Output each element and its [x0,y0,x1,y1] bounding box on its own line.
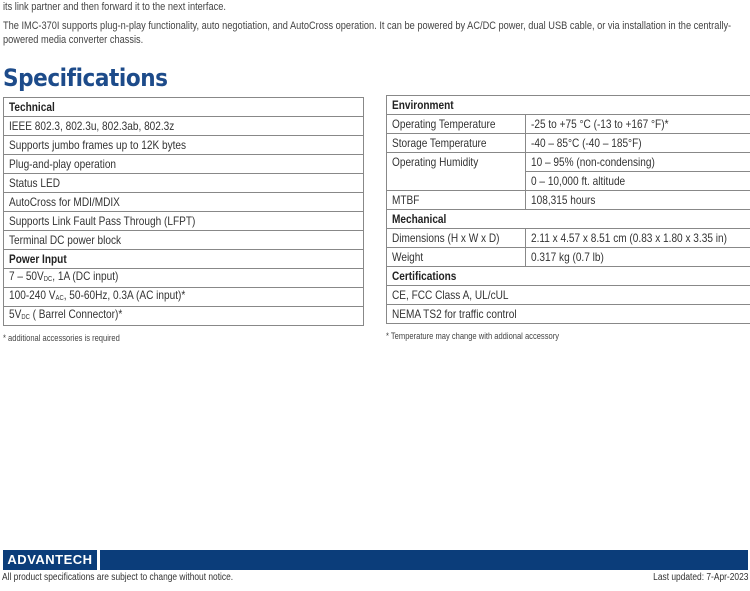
spec-item: AutoCross for MDI/MDIX [9,195,120,209]
spec-item: Terminal DC power block [9,233,122,247]
spec-table-right: Environment Operating Temperature -25 to … [385,95,750,324]
spec-item: Supports jumbo frames up to 12K bytes [9,138,187,152]
page-title: Specifications [3,64,168,92]
spec-item: Supports Link Fault Pass Through (LFPT) [9,214,196,228]
footnote-left: * additional accessories is required [3,333,120,343]
spec-table-left: Technical IEEE 802.3, 802.3u, 802.3ab, 8… [3,97,364,326]
spec-value: -25 to +75 °C (-13 to +167 °F)* [531,117,669,131]
spec-value: 0.317 kg (0.7 lb) [531,250,604,264]
spec-item: IEEE 802.3, 802.3u, 802.3ab, 802.3z [9,119,175,133]
section-header-technical: Technical [9,100,55,114]
spec-key: Weight [392,250,424,264]
spec-value: 108,315 hours [531,193,596,207]
spec-key: Operating Temperature [392,117,496,131]
spec-value: 10 – 95% (non-condensing) [531,155,655,169]
section-header-mechanical: Mechanical [392,212,447,226]
spec-key: Dimensions (H x W x D) [392,231,500,245]
footer-bar [100,550,748,570]
spec-item: Plug-and-play operation [9,157,117,171]
spec-item: Status LED [9,176,60,190]
spec-value: -40 – 85°C (-40 – 185°F) [531,136,642,150]
spec-item: 100-240 VAC, 50-60Hz, 0.3A (AC input)* [9,288,186,302]
intro-line: its link partner and then forward it to … [3,1,226,13]
advantech-logo: ADVANTECH [3,550,97,570]
section-header-environment: Environment [392,98,454,112]
intro-paragraph: The IMC-370I supports plug-n-play functi… [3,20,732,46]
spec-item: CE, FCC Class A, UL/cUL [392,288,509,302]
footer-disclaimer: All product specifications are subject t… [2,572,234,583]
spec-key: Storage Temperature [392,136,487,150]
spec-value: 0 – 10,000 ft. altitude [531,174,626,188]
footnote-right: * Temperature may change with addional a… [386,331,560,341]
section-header-certifications: Certifications [392,269,457,283]
spec-item: 5VDC ( Barrel Connector)* [9,307,123,321]
spec-key: Operating Humidity [392,155,479,169]
footer-last-updated: Last updated: 7-Apr-2023 [652,572,748,583]
spec-item: NEMA TS2 for traffic control [392,307,517,321]
spec-value: 2.11 x 4.57 x 8.51 cm (0.83 x 1.80 x 3.3… [531,231,727,245]
section-header-power: Power Input [9,252,67,266]
spec-key: MTBF [392,193,420,207]
spec-item: 7 – 50VDC, 1A (DC input) [9,269,119,283]
